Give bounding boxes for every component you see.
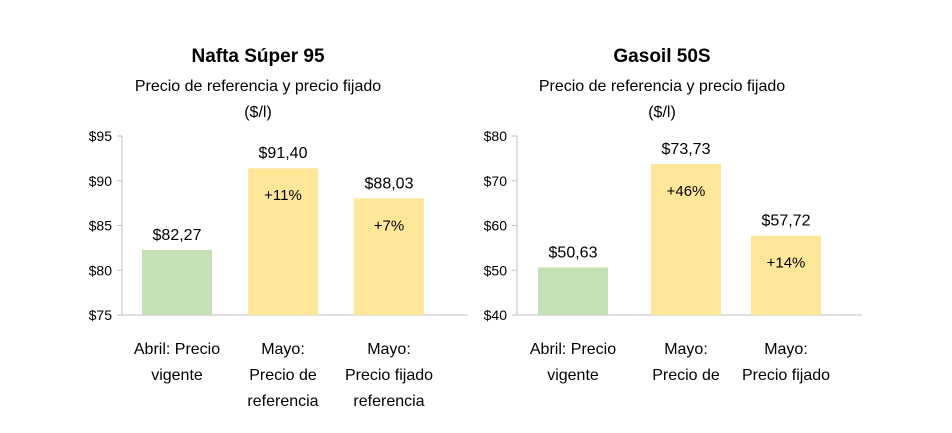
category-label: Mayo: <box>764 341 808 358</box>
value-label: $91,40 <box>259 145 308 162</box>
y-tick-label: $50 <box>484 262 508 278</box>
y-tick-label: $60 <box>484 218 508 234</box>
value-label: $82,27 <box>153 227 202 244</box>
bar <box>538 267 608 315</box>
category-label: Abril: Precio <box>530 341 616 358</box>
category-label: vigente <box>151 367 203 384</box>
value-label: $73,73 <box>662 141 711 158</box>
chart-title: Gasoil 50S <box>613 46 710 67</box>
category-label: Mayo: <box>261 341 305 358</box>
y-tick-label: $90 <box>89 173 113 189</box>
y-tick-label: $85 <box>89 218 113 234</box>
category-label: Mayo: <box>367 341 411 358</box>
y-tick-label: $80 <box>89 262 113 278</box>
y-tick-label: $95 <box>89 128 113 144</box>
chart-subtitle: Precio de referencia y precio fijado <box>539 78 785 95</box>
chart-2: Gasoil 50S Precio de referencia y precio … <box>484 46 862 384</box>
chart-subtitle: ($/l) <box>244 104 272 121</box>
value-label: $57,72 <box>762 213 811 230</box>
y-tick-label: $70 <box>484 173 508 189</box>
bar <box>651 164 721 315</box>
category-label: Precio fijado <box>345 367 433 384</box>
category-label: vigente <box>547 367 599 384</box>
pct-label: +11% <box>264 187 302 204</box>
chart-title: Nafta Súper 95 <box>191 46 324 67</box>
category-label: Precio de <box>652 367 720 384</box>
category-label: Precio de <box>249 367 317 384</box>
bar <box>142 249 212 315</box>
y-tick-label: $40 <box>484 307 508 323</box>
bar <box>751 235 821 315</box>
chart-1: Nafta Súper 95 Precio de referencia y pre… <box>89 46 468 410</box>
category-label: Abril: Precio <box>134 341 220 358</box>
value-label: $50,63 <box>549 244 598 261</box>
y-tick-label: $80 <box>484 128 508 144</box>
category-label: referencia <box>247 393 318 410</box>
bar <box>354 198 424 315</box>
value-label: $88,03 <box>365 175 414 192</box>
category-label: Mayo: <box>664 341 708 358</box>
category-label: referencia <box>353 393 424 410</box>
category-label: Precio fijado <box>742 367 830 384</box>
y-tick-label: $75 <box>89 307 113 323</box>
chart-subtitle: ($/l) <box>648 104 676 121</box>
bar <box>248 168 318 315</box>
pct-label: +46% <box>667 183 706 200</box>
chart-subtitle: Precio de referencia y precio fijado <box>135 78 381 95</box>
pct-label: +14% <box>767 255 806 272</box>
pct-label: +7% <box>374 217 404 234</box>
